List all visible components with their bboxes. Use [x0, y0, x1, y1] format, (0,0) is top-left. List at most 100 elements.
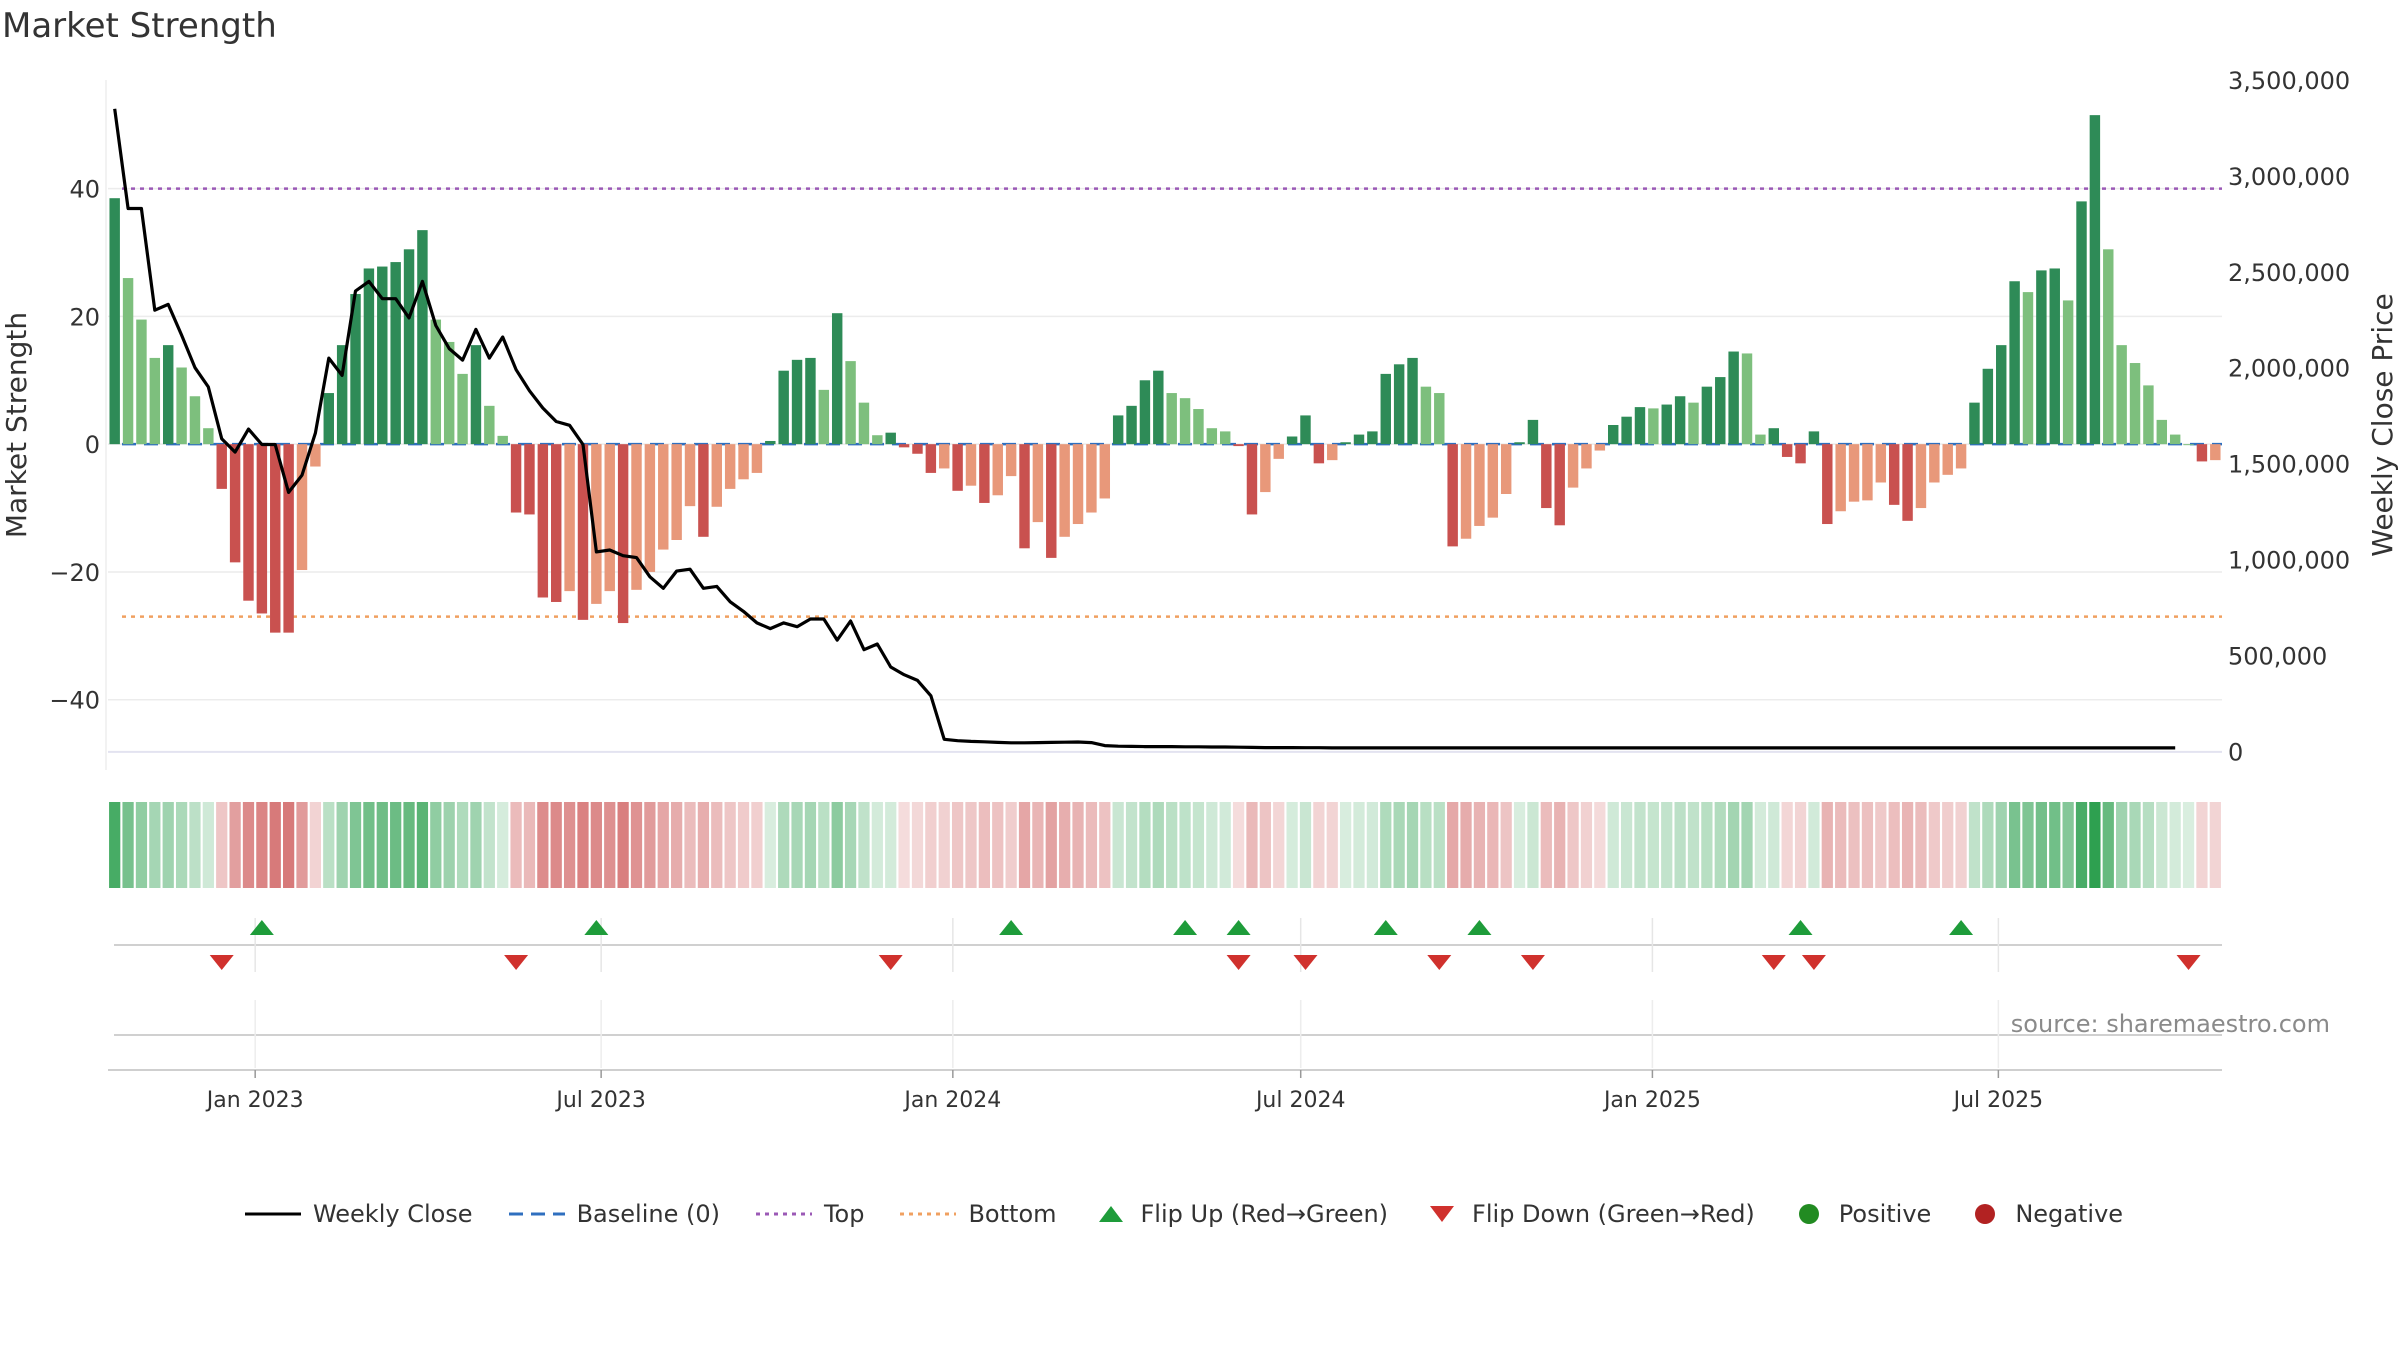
heat-cell: [109, 802, 121, 888]
strength-bar: [2196, 444, 2208, 462]
heat-cell: [2075, 802, 2088, 888]
strength-bar: [1474, 444, 1485, 526]
heat-cell: [630, 802, 643, 888]
strength-bar: [363, 268, 375, 445]
flip-up-marker: [584, 920, 609, 935]
heat-cell: [911, 802, 924, 888]
heat-cell: [550, 802, 562, 888]
strength-bar: [1340, 442, 1351, 445]
heat-cell: [242, 802, 255, 888]
heat-cell: [149, 802, 161, 888]
strength-bar: [1929, 444, 1940, 483]
flip-down-marker: [1520, 955, 1545, 970]
heat-cell: [349, 802, 362, 888]
strength-bar: [2129, 363, 2141, 445]
heat-cell: [1995, 802, 2007, 888]
strength-bar: [858, 402, 870, 445]
heat-cell: [1781, 802, 1793, 888]
heat-cell: [1085, 802, 1098, 888]
heat-cell: [871, 802, 883, 888]
heat-cell: [175, 802, 188, 888]
heat-cell: [2142, 802, 2155, 888]
heat-cell: [1125, 802, 1138, 888]
heat-cell: [1032, 802, 1044, 888]
strength-heat-strip: [109, 802, 2221, 888]
heat-cell: [1540, 802, 1552, 888]
heat-cell: [162, 802, 174, 888]
flip-up-marker: [1788, 920, 1813, 935]
heat-cell: [403, 802, 415, 888]
flip-down-marker: [1761, 955, 1786, 970]
x-tick-label: Jul 2024: [1254, 1088, 1346, 1113]
heat-cell: [390, 802, 402, 888]
heat-cell: [1286, 802, 1298, 888]
strength-bar: [176, 367, 187, 445]
strength-bar: [1246, 444, 1258, 515]
strength-bar: [510, 444, 522, 513]
heat-cell: [2182, 802, 2195, 888]
heat-cell: [1192, 802, 1205, 888]
heat-cell: [1045, 802, 1057, 888]
heat-cell: [1313, 802, 1325, 888]
strength-bar: [457, 373, 468, 445]
heat-cell: [2169, 802, 2181, 888]
heat-cell: [1968, 802, 1981, 888]
flip-down-marker: [878, 955, 903, 970]
strength-bar: [1099, 444, 1111, 499]
strength-bar: [1715, 377, 1726, 445]
strength-bar: [912, 444, 923, 454]
strength-bar: [872, 435, 883, 445]
heat-cell: [751, 802, 763, 888]
weekly-close-polyline: [113, 108, 2176, 750]
flip-up-marker: [1173, 920, 1198, 935]
heat-cell: [216, 802, 228, 888]
strength-bar: [1139, 380, 1151, 445]
heat-cell: [831, 802, 843, 888]
strength-bar: [243, 444, 254, 601]
heat-cell: [898, 802, 910, 888]
legend-negative: Negative: [1965, 1200, 2123, 1228]
heat-cell: [1674, 802, 1686, 888]
strength-bar: [417, 230, 428, 445]
y-tick-label: −40: [49, 687, 100, 715]
heat-cell: [1982, 802, 1994, 888]
heat-cell: [711, 802, 723, 888]
strength-bar: [484, 405, 495, 445]
strength-bar: [1327, 444, 1338, 461]
strength-bar: [2062, 300, 2074, 445]
strength-bar: [1019, 444, 1030, 549]
strength-bar: [1955, 444, 1967, 469]
strength-bar: [1353, 434, 1365, 445]
strength-bar: [1902, 444, 1913, 521]
flip-down-marker: [1801, 955, 1826, 970]
strength-bar: [270, 444, 281, 633]
heat-cell: [644, 802, 656, 888]
heat-cell: [965, 802, 977, 888]
strength-bar: [778, 370, 789, 445]
heat-cell: [483, 802, 495, 888]
strength-bar: [2103, 249, 2114, 445]
strength-bar: [1701, 386, 1713, 445]
y2-tick-label: 3,000,000: [2228, 163, 2350, 191]
y2-tick-label: 500,000: [2228, 642, 2327, 670]
x-tick-label: Jan 2025: [1602, 1088, 1701, 1113]
strength-bar: [1594, 444, 1606, 451]
heat-cell: [1942, 802, 1954, 888]
heat-cell: [1554, 802, 1566, 888]
heat-cell: [778, 802, 790, 888]
strength-bar: [1982, 368, 1994, 445]
strength-bar: [310, 444, 321, 467]
heat-cell: [189, 802, 201, 888]
strength-bar: [1313, 444, 1325, 464]
triangle-up-icon: [1098, 1206, 1123, 1222]
strength-bar: [1661, 404, 1672, 445]
strength-bar: [2156, 419, 2168, 445]
strength-bar: [1795, 444, 1806, 464]
strength-bar: [2022, 292, 2034, 445]
legend-label: Top: [823, 1200, 865, 1228]
heat-cell: [309, 802, 322, 888]
heat-cell: [978, 802, 990, 888]
heat-cell: [135, 802, 148, 888]
strength-bar: [443, 341, 455, 445]
heat-cell: [671, 802, 683, 888]
